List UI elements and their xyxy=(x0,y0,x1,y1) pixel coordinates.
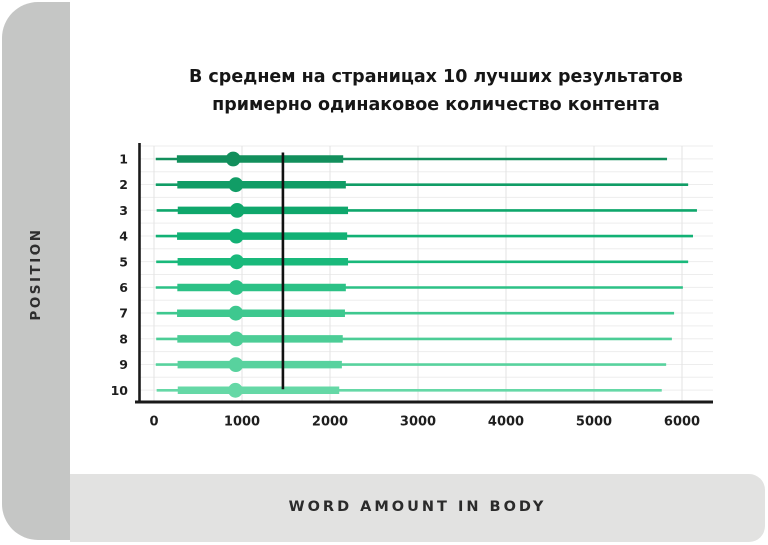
median-dot-pos6 xyxy=(228,280,244,295)
x-tick-label: 5000 xyxy=(576,415,612,430)
y-axis-rail: POSITION xyxy=(2,2,70,540)
median-dot-pos2 xyxy=(228,177,244,193)
median-dot-pos3 xyxy=(229,203,245,218)
chart-title-line2: примерно одинаковое количество контента xyxy=(212,95,660,115)
y-tick-label: 8 xyxy=(119,331,128,346)
y-tick-label: 1 xyxy=(119,152,128,167)
median-dot-pos1 xyxy=(225,151,241,167)
chart-title: В среднем на страницах 10 лучших результ… xyxy=(130,63,742,119)
x-tick-label: 3000 xyxy=(400,415,436,430)
chart-title-line1: В среднем на страницах 10 лучших результ… xyxy=(188,67,683,87)
x-tick-label: 1000 xyxy=(224,415,260,430)
x-tick-label: 2000 xyxy=(312,415,348,430)
y-tick-label: 6 xyxy=(119,280,128,295)
x-axis-rail: WORD AMOUNT IN BODY xyxy=(70,474,765,542)
y-tick-label: 9 xyxy=(119,357,128,372)
x-tick-label: 0 xyxy=(149,415,158,430)
y-tick-label: 3 xyxy=(119,203,128,218)
y-tick-label: 4 xyxy=(119,229,128,244)
y-tick-label: 10 xyxy=(111,383,129,398)
y-tick-label: 2 xyxy=(119,177,128,192)
x-tick-label: 6000 xyxy=(664,415,700,430)
y-tick-label: 5 xyxy=(119,254,128,269)
median-dot-pos8 xyxy=(228,331,244,347)
median-dot-pos10 xyxy=(228,382,243,398)
x-axis-title: WORD AMOUNT IN BODY xyxy=(288,499,547,515)
median-dot-pos5 xyxy=(229,254,245,270)
median-dot-pos4 xyxy=(228,228,244,244)
median-dot-pos9 xyxy=(228,357,244,372)
y-tick-label: 7 xyxy=(119,306,128,321)
median-dot-pos7 xyxy=(228,305,244,321)
x-tick-label: 4000 xyxy=(488,415,524,430)
